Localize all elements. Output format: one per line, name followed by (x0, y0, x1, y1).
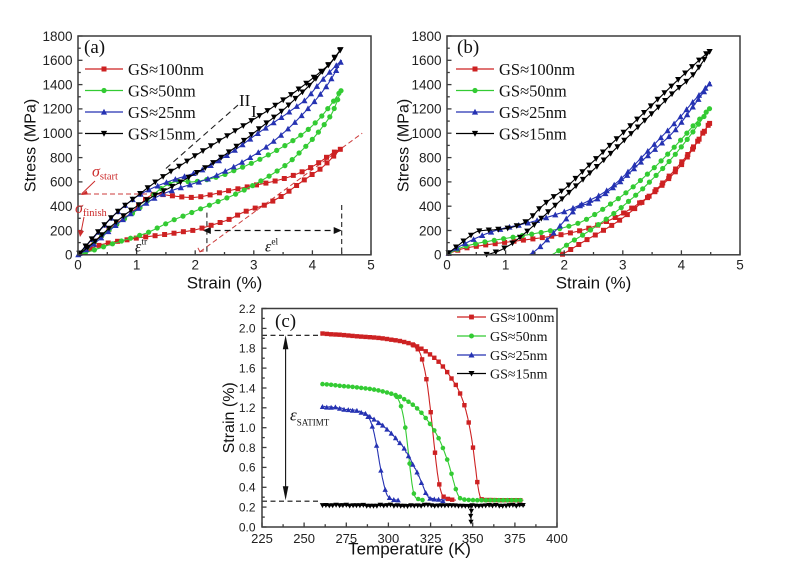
svg-text:4: 4 (309, 258, 317, 273)
svg-text:Strain (%): Strain (%) (221, 382, 238, 453)
svg-text:5: 5 (367, 258, 375, 273)
svg-text:0.2: 0.2 (239, 500, 256, 514)
svg-text:(a): (a) (84, 37, 105, 58)
svg-text:2.2: 2.2 (239, 302, 256, 316)
svg-text:1400: 1400 (42, 77, 72, 92)
svg-text:1.8: 1.8 (239, 342, 256, 356)
svg-text:2: 2 (560, 258, 568, 273)
svg-text:0.6: 0.6 (239, 461, 256, 475)
svg-text:GS≈15nm: GS≈15nm (499, 125, 567, 144)
svg-text:0.8: 0.8 (239, 441, 256, 455)
svg-text:0.0: 0.0 (239, 520, 256, 534)
svg-text:5: 5 (736, 258, 744, 273)
svg-text:1.2: 1.2 (239, 401, 256, 415)
svg-text:GS≈15nm: GS≈15nm (490, 368, 548, 383)
svg-text:2: 2 (191, 258, 199, 273)
svg-text:0: 0 (443, 258, 451, 273)
svg-text:1800: 1800 (42, 29, 72, 44)
svg-text:300: 300 (378, 531, 400, 546)
svg-text:0.4: 0.4 (239, 481, 256, 495)
svg-text:1.6: 1.6 (239, 361, 256, 375)
svg-text:I: I (251, 102, 257, 121)
svg-text:GS≈25nm: GS≈25nm (499, 103, 567, 122)
svg-text:GS≈50nm: GS≈50nm (499, 82, 567, 101)
svg-text:600: 600 (419, 175, 442, 190)
svg-text:800: 800 (419, 150, 442, 165)
svg-text:0: 0 (74, 258, 82, 273)
svg-text:325: 325 (420, 531, 442, 546)
svg-text:600: 600 (50, 175, 73, 190)
svg-text:200: 200 (419, 223, 442, 238)
svg-text:1200: 1200 (411, 102, 441, 117)
svg-text:0: 0 (65, 248, 73, 263)
svg-text:400: 400 (50, 199, 73, 214)
svg-text:(b): (b) (457, 37, 479, 58)
svg-text:1400: 1400 (411, 77, 441, 92)
svg-text:400: 400 (546, 531, 568, 546)
svg-text:275: 275 (335, 531, 357, 546)
svg-text:GS≈50nm: GS≈50nm (490, 330, 548, 345)
svg-text:250: 250 (293, 531, 315, 546)
svg-text:GS≈100nm: GS≈100nm (128, 60, 204, 79)
svg-text:(c): (c) (275, 311, 296, 332)
svg-text:1800: 1800 (411, 29, 441, 44)
svg-text:Stress (MPa): Stress (MPa) (396, 99, 413, 192)
svg-text:GS≈50nm: GS≈50nm (128, 82, 196, 101)
svg-text:4: 4 (678, 258, 686, 273)
svg-text:1000: 1000 (42, 126, 72, 141)
svg-text:GS≈25nm: GS≈25nm (128, 103, 196, 122)
svg-text:1: 1 (502, 258, 510, 273)
svg-text:0: 0 (434, 248, 442, 263)
svg-text:2.0: 2.0 (239, 322, 256, 336)
svg-text:225: 225 (251, 531, 273, 546)
svg-text:3: 3 (619, 258, 627, 273)
svg-text:II: II (239, 91, 251, 110)
svg-text:3: 3 (250, 258, 258, 273)
svg-text:1: 1 (133, 258, 141, 273)
svg-text:1200: 1200 (42, 102, 72, 117)
svg-text:375: 375 (504, 531, 526, 546)
svg-text:1.0: 1.0 (239, 421, 256, 435)
svg-text:Strain (%): Strain (%) (556, 274, 632, 293)
svg-text:1.4: 1.4 (239, 381, 256, 395)
svg-text:200: 200 (50, 223, 73, 238)
svg-text:GS≈100nm: GS≈100nm (490, 311, 555, 326)
svg-text:800: 800 (50, 150, 73, 165)
svg-text:1600: 1600 (411, 53, 441, 68)
svg-text:Temperature (K): Temperature (K) (348, 540, 471, 559)
svg-text:350: 350 (462, 531, 484, 546)
svg-text:1600: 1600 (42, 53, 72, 68)
svg-text:GS≈25nm: GS≈25nm (490, 349, 548, 364)
svg-text:400: 400 (419, 199, 442, 214)
svg-text:Strain (%): Strain (%) (187, 274, 263, 293)
svg-text:Stress (MPa): Stress (MPa) (23, 99, 40, 192)
svg-text:1000: 1000 (411, 126, 441, 141)
svg-text:GS≈100nm: GS≈100nm (499, 60, 575, 79)
svg-text:GS≈15nm: GS≈15nm (128, 125, 196, 144)
